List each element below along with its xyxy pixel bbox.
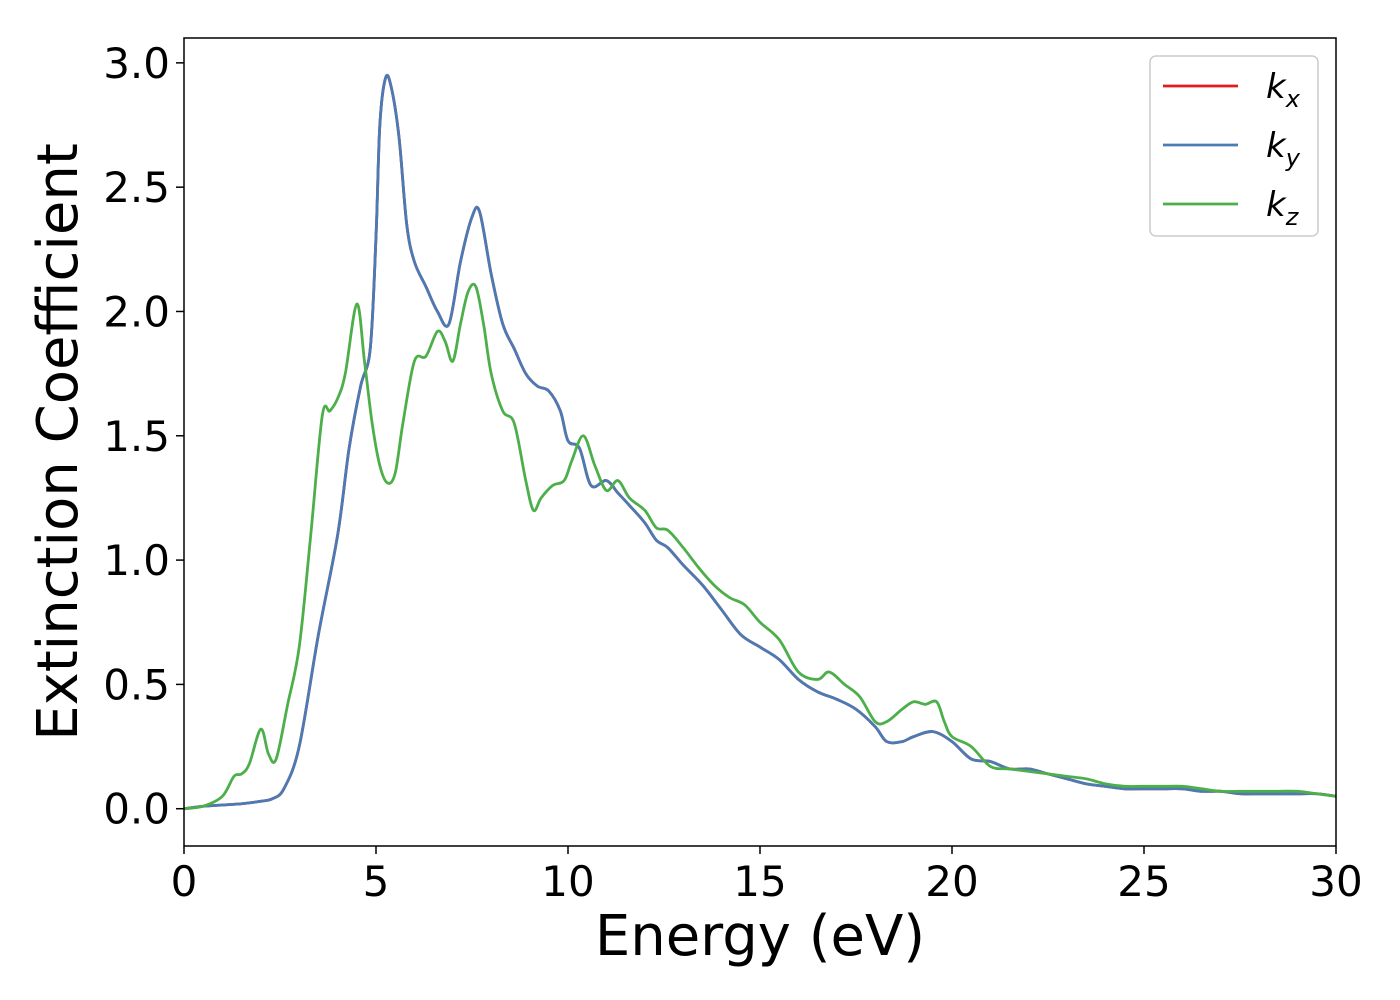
series-layer (184, 73, 1336, 811)
legend-label-x: kx (1266, 67, 1301, 113)
series-line-z (184, 282, 1336, 811)
x-axis-title: Energy (eV) (595, 904, 925, 969)
y-tick-label: 3.0 (103, 39, 170, 88)
x-tick-label: 10 (541, 857, 594, 906)
x-tick-label: 30 (1309, 857, 1362, 906)
x-tick-label: 5 (363, 857, 390, 906)
x-tick-label: 0 (171, 857, 198, 906)
legend-label-base: k (1266, 185, 1287, 225)
x-tick-label: 25 (1117, 857, 1170, 906)
x-tick-label: 20 (925, 857, 978, 906)
y-tick-label: 1.5 (103, 412, 170, 461)
y-axis-title: Extinction Coefficient (26, 143, 91, 741)
x-axis: 0 5 10 15 20 25 30 (171, 846, 1363, 906)
y-tick-label: 1.0 (103, 536, 170, 585)
y-axis: 0.0 0.5 1.0 1.5 2.0 2.5 3.0 (103, 39, 184, 834)
legend-label-z: kz (1266, 185, 1300, 231)
y-tick-label: 2.5 (103, 163, 170, 212)
legend-label-y: ky (1266, 126, 1301, 172)
legend-label-subscript: y (1285, 144, 1301, 172)
legend-label-subscript: z (1285, 203, 1300, 231)
y-tick-label: 0.0 (103, 785, 170, 834)
x-tick-label: 15 (733, 857, 786, 906)
legend-label-subscript: x (1285, 85, 1301, 113)
series-line-y (184, 73, 1336, 811)
y-tick-label: 0.5 (103, 660, 170, 709)
legend-label-base: k (1266, 67, 1287, 107)
legend-label-base: k (1266, 126, 1287, 166)
y-tick-label: 2.0 (103, 287, 170, 336)
